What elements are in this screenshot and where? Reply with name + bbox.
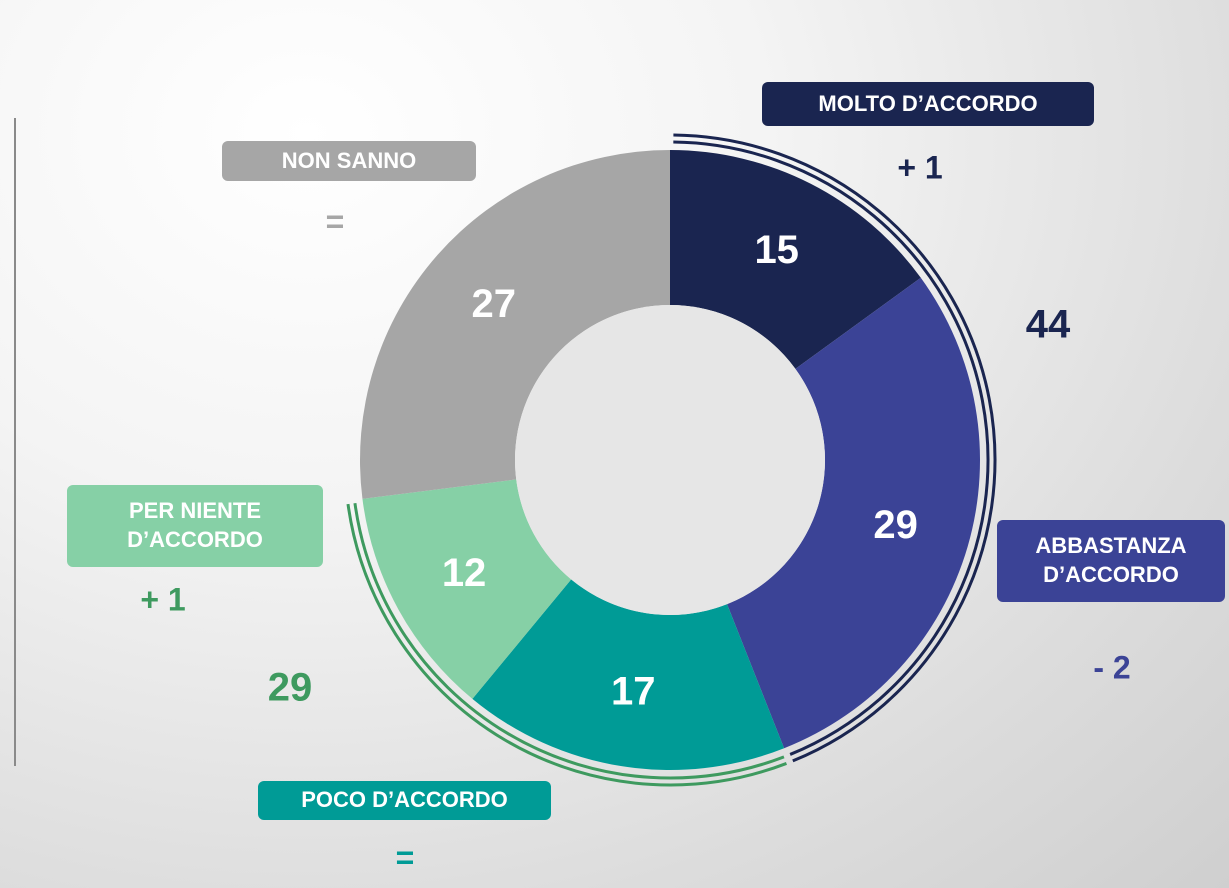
change-label: = — [325, 203, 345, 240]
category-label: MOLTO D’ACCORDO — [762, 82, 1094, 126]
change-label: = — [395, 839, 415, 876]
value-label: 12 — [442, 551, 487, 595]
category-label: POCO D’ACCORDO — [258, 781, 551, 820]
value-label: 29 — [873, 503, 918, 547]
donut-segment — [727, 277, 980, 749]
donut-segment — [472, 579, 785, 770]
category-label: ABBASTANZA D’ACCORDO — [997, 520, 1225, 602]
group-total: 29 — [267, 665, 313, 710]
value-label: 17 — [611, 670, 656, 714]
group-arc — [346, 503, 788, 787]
donut-hole — [515, 305, 825, 615]
donut-segment — [359, 149, 670, 499]
group-arc — [673, 140, 990, 756]
divider — [14, 118, 16, 766]
change-label: + 1 — [140, 581, 186, 618]
donut-segment — [670, 150, 921, 369]
value-label: 27 — [471, 282, 516, 326]
group-arc — [353, 502, 785, 780]
category-label: NON SANNO — [222, 141, 476, 181]
value-label: 15 — [754, 228, 799, 272]
change-label: - 2 — [1093, 649, 1131, 686]
group-arc — [673, 133, 997, 763]
donut-segment — [362, 479, 572, 699]
category-label: PER NIENTE D’ACCORDO — [67, 485, 323, 567]
change-label: + 1 — [897, 149, 943, 186]
group-total: 44 — [1025, 302, 1071, 347]
